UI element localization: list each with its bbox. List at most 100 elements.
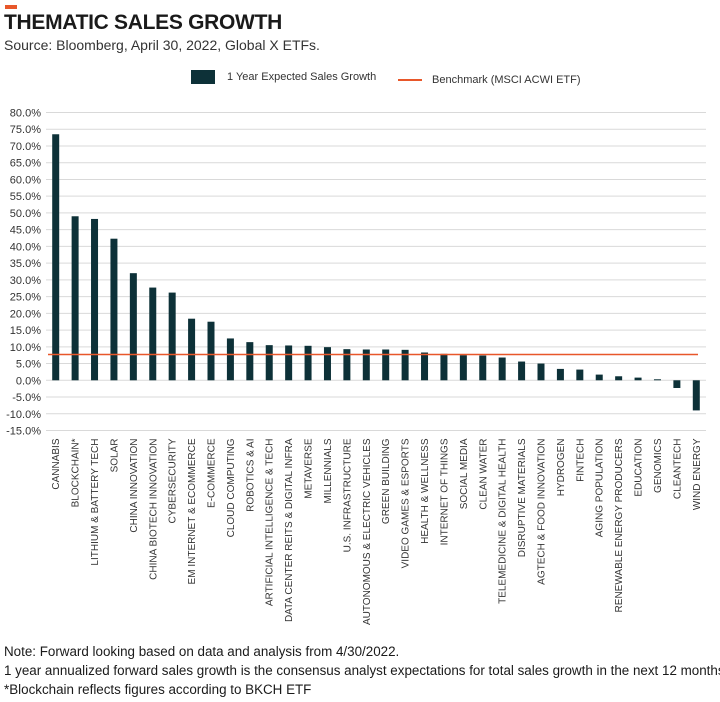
x-tick-label: GENOMICS [653,438,664,493]
legend-item-sales-growth: 1 Year Expected Sales Growth [191,70,376,84]
bar [168,292,176,381]
x-tick-label: DISRUPTIVE MATERIALS [517,438,528,557]
bar [653,379,661,381]
x-tick-label: HEALTH & WELLNESS [420,438,431,544]
x-tick-label: DATA CENTER REITS & DIGITAL INFRA [284,438,295,622]
bar [401,349,409,381]
y-tick-label: 55.0% [10,191,41,203]
x-tick-label: ARTIFICIAL INTELLIGENCE & TECH [265,439,276,607]
bar [246,342,254,381]
bar [52,134,60,381]
x-tick-label: FINTECH [575,439,586,482]
bar [518,361,526,381]
y-tick-label: 25.0% [10,292,41,304]
y-tick-label: 10.0% [10,342,41,354]
bar [498,357,506,381]
y-tick-label: 40.0% [10,241,41,253]
x-tick-label: CHINA INNOVATION [129,439,140,533]
x-tick-label: CLOUD COMPUTING [226,438,237,537]
x-tick-label: RENEWABLE ENERGY PRODUCERS [614,438,625,612]
chart-legend: 1 Year Expected Sales Growth Benchmark (… [0,70,720,92]
y-tick-label: 20.0% [10,308,41,320]
note-line-3: *Blockchain reflects figures according t… [4,682,312,697]
y-tick-label: -5.0% [12,392,41,404]
bar [479,355,487,381]
x-tick-label: INTERNET OF THINGS [439,438,450,545]
bar [382,349,390,381]
note-line-2: 1 year annualized forward sales growth i… [4,663,720,678]
bar [556,368,564,381]
x-tick-label: HYDROGEN [556,439,567,497]
x-tick-label: AGTECH & FOOD INNOVATION [537,439,548,585]
bar [265,345,273,381]
x-tick-label: CLEAN WATER [478,439,489,510]
bar [459,355,467,381]
chart-notes: Note: Forward looking based on data and … [4,642,720,699]
x-tick-label: CLEANTECH [672,439,683,500]
y-tick-label: 80.0% [10,108,41,120]
x-tick-label: ROBOTICS & AI [245,439,256,512]
bar [362,349,370,381]
x-tick-label: SOCIAL MEDIA [459,438,470,509]
bar [304,345,312,381]
bar [421,352,429,381]
bar [207,321,215,381]
y-tick-label: 30.0% [10,275,41,287]
legend-line-swatch [398,79,422,81]
note-line-1: Note: Forward looking based on data and … [4,644,400,659]
bar-chart: 80.0% 75.0% 70.0% 65.0% 60.0% 55.0% 50.0% 45.0%… [6,108,706,625]
y-tick-label: 60.0% [10,174,41,186]
title-accent-bar [5,5,17,9]
legend-item-benchmark: Benchmark (MSCI ACWI ETF) [398,74,581,86]
bar [226,338,234,381]
chart-subtitle: Source: Bloomberg, April 30, 2022, Globa… [4,37,320,53]
x-tick-label: VIDEO GAMES & ESPORTS [401,438,412,568]
bar [673,380,681,388]
bar [692,380,700,411]
x-tick-label: EM INTERNET & ECOMMERCE [187,438,198,584]
y-tick-label: 45.0% [10,225,41,237]
y-tick-label: 75.0% [10,124,41,136]
bar [615,376,623,381]
x-tick-label: CYBERSECURITY [168,438,179,523]
bar [129,273,137,381]
bar [285,345,293,381]
x-tick-label: AGING POPULATION [595,439,606,538]
y-tick-label: 5.0% [16,359,41,371]
bar [149,287,157,381]
x-tick-label: GREEN BUILDING [381,438,392,524]
bar [440,353,448,381]
x-tick-label: CHINA BIOTECH INNOVATION [148,439,159,580]
y-tick-label: 0.0% [16,375,41,387]
x-tick-label: LITHIUM & BATTERY TECH [90,439,101,566]
y-tick-label: 70.0% [10,141,41,153]
y-tick-label: -15.0% [6,426,41,438]
legend-label-benchmark: Benchmark (MSCI ACWI ETF) [432,74,581,86]
x-tick-label: MILLENNIALS [323,438,334,503]
legend-bar-swatch [191,70,215,84]
bar [323,347,331,381]
y-tick-label: 65.0% [10,158,41,170]
y-tick-label: 50.0% [10,208,41,220]
x-tick-label: WIND ENERGY [692,438,703,510]
x-tick-label: AUTONOMOUS & ELECTRIC VEHICLES [362,438,373,625]
x-tick-label: CANNABIS [51,438,62,489]
bar [343,349,351,381]
x-tick-label: TELEMEDICINE & DIGITAL HEALTH [498,439,509,604]
x-tick-label: METAVERSE [304,438,315,499]
x-tick-label: SOLAR [109,439,120,473]
bar [71,216,79,381]
x-tick-label: EDUCATION [634,439,645,497]
y-tick-label: 15.0% [10,325,41,337]
x-tick-label: E-COMMERCE [207,438,218,508]
bar [576,369,584,381]
bar [537,363,545,381]
y-tick-label: 35.0% [10,258,41,270]
chart-title: THEMATIC SALES GROWTH [4,11,282,34]
bar [595,374,603,381]
bar [188,318,196,381]
bar [110,238,118,381]
y-tick-label: -10.0% [6,409,41,421]
bar [91,218,99,381]
x-tick-label: U.S. INFRASTRUCTURE [342,438,353,552]
